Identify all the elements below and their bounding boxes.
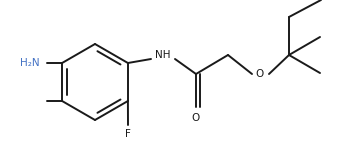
Text: F: F	[125, 129, 131, 139]
Text: O: O	[256, 69, 264, 79]
Text: NH: NH	[155, 50, 171, 60]
Text: O: O	[192, 113, 200, 123]
Text: H₂N: H₂N	[20, 58, 40, 68]
